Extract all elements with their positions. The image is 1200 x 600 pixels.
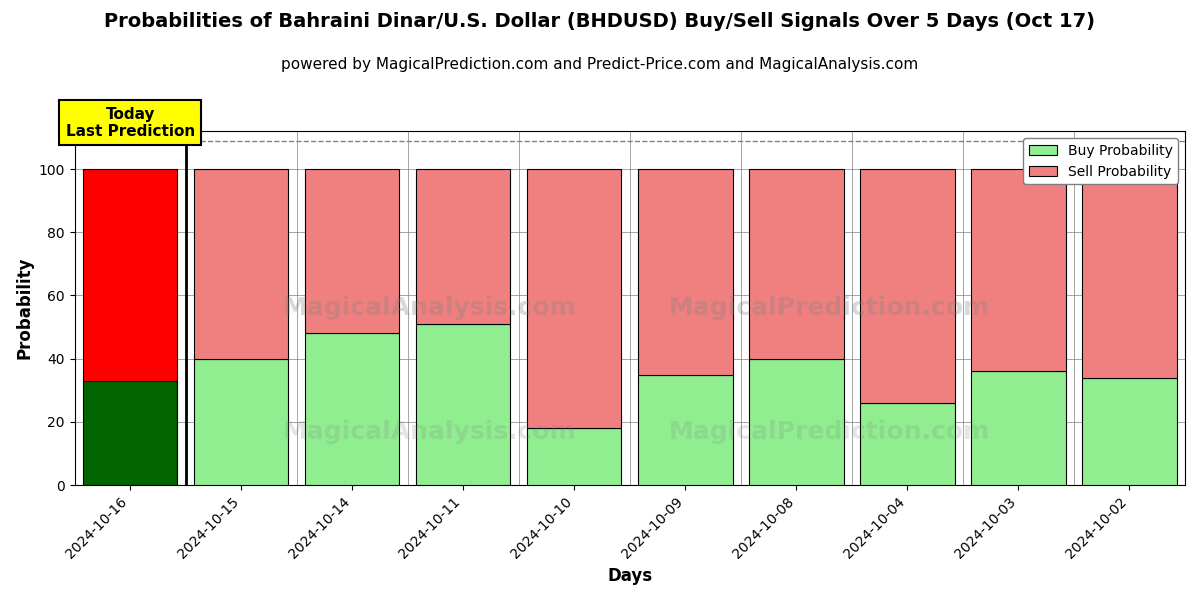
Text: MagicalPrediction.com: MagicalPrediction.com	[670, 296, 990, 320]
Y-axis label: Probability: Probability	[16, 257, 34, 359]
Bar	[638, 169, 732, 374]
Text: Probabilities of Bahraini Dinar/U.S. Dollar (BHDUSD) Buy/Sell Signals Over 5 Day: Probabilities of Bahraini Dinar/U.S. Dol…	[104, 12, 1096, 31]
Legend: Buy Probability, Sell Probability: Buy Probability, Sell Probability	[1024, 138, 1178, 184]
Bar	[416, 324, 510, 485]
Bar	[749, 169, 844, 359]
Bar	[971, 371, 1066, 485]
Bar	[194, 169, 288, 359]
Bar	[83, 169, 178, 381]
Bar	[527, 169, 622, 428]
X-axis label: Days: Days	[607, 567, 653, 585]
Bar	[527, 428, 622, 485]
Text: MagicalPrediction.com: MagicalPrediction.com	[670, 420, 990, 444]
Bar	[971, 169, 1066, 371]
Bar	[83, 381, 178, 485]
Bar	[1082, 169, 1177, 377]
Bar	[860, 169, 955, 403]
Text: powered by MagicalPrediction.com and Predict-Price.com and MagicalAnalysis.com: powered by MagicalPrediction.com and Pre…	[281, 57, 919, 72]
Bar	[860, 403, 955, 485]
Text: MagicalAnalysis.com: MagicalAnalysis.com	[283, 420, 577, 444]
Text: MagicalAnalysis.com: MagicalAnalysis.com	[283, 296, 577, 320]
Text: Today
Last Prediction: Today Last Prediction	[66, 107, 194, 139]
Bar	[1082, 377, 1177, 485]
Bar	[305, 169, 400, 334]
Bar	[305, 334, 400, 485]
Bar	[638, 374, 732, 485]
Bar	[749, 359, 844, 485]
Bar	[416, 169, 510, 324]
Bar	[194, 359, 288, 485]
